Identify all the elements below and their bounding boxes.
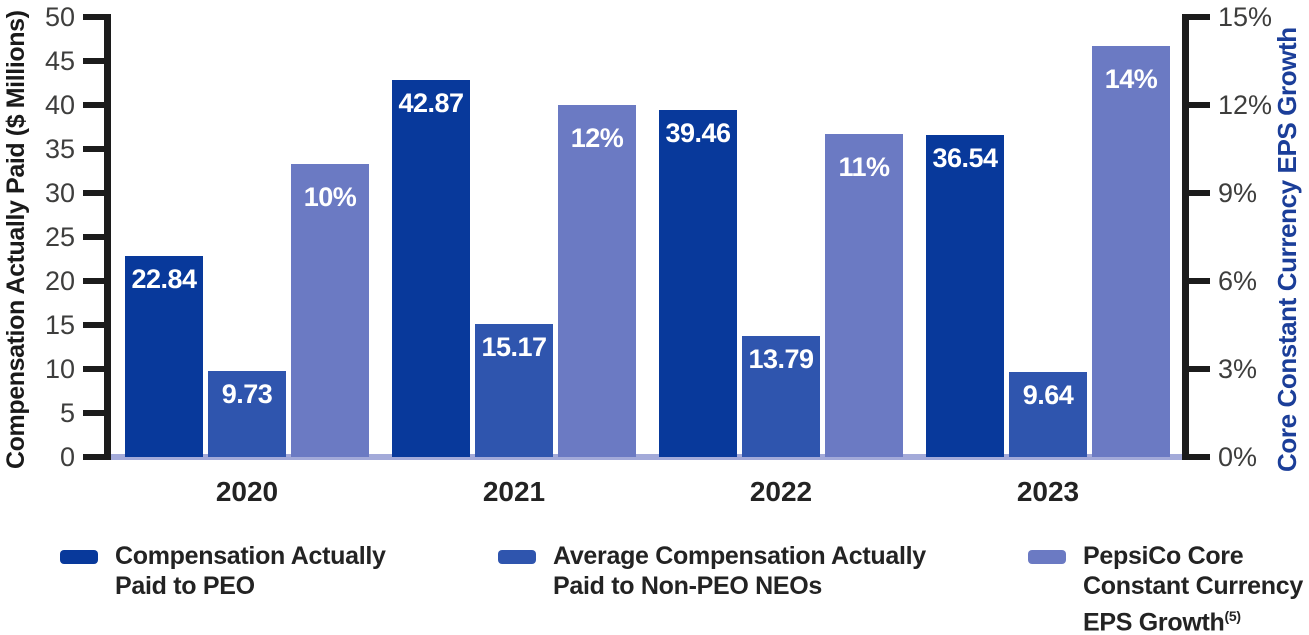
x-axis-category-label: 2023 (1016, 476, 1080, 507)
legend-swatch (1028, 550, 1066, 564)
left-axis-tick-label: 15 (44, 310, 75, 340)
legend-item: PepsiCo Core Constant Currency EPS Growth(… (1028, 541, 1303, 635)
legend-item: Compensation Actually Paid to PEO (60, 541, 386, 601)
bar: 10% (291, 163, 369, 457)
bar-value-label: 36.54 (932, 143, 998, 174)
left-axis-tick-label: 20 (44, 266, 75, 296)
right-axis-tick (1186, 454, 1210, 460)
legend-footnote-superscript: (5) (1224, 608, 1241, 624)
right-axis-tick-label: 6% (1218, 266, 1258, 296)
left-axis-tick-label: 30 (44, 178, 75, 208)
bar: 9.73 (208, 371, 286, 457)
left-axis-tick-label: 5 (59, 398, 75, 428)
left-axis-tick (83, 58, 107, 64)
left-axis-tick (83, 366, 107, 372)
left-axis-tick-label: 50 (44, 2, 75, 32)
right-axis-tick-label: 3% (1218, 354, 1258, 384)
right-axis-tick-label: 0% (1218, 442, 1258, 472)
bar: 42.87 (392, 79, 470, 457)
legend: Compensation Actually Paid to PEO Average … (0, 541, 1309, 635)
left-axis-tick-label: 35 (44, 134, 75, 164)
left-axis-tick (83, 146, 107, 152)
right-axis-tick (1186, 366, 1210, 372)
left-axis-tick-label: 40 (44, 90, 75, 120)
right-axis-tick-label: 9% (1218, 178, 1258, 208)
right-axis-title: Core Constant Currency EPS Growth (1272, 27, 1302, 473)
left-axis-tick-label: 0 (59, 442, 75, 472)
bar: 14% (1092, 46, 1170, 457)
bar-value-label: 22.84 (131, 264, 197, 294)
x-baseline (108, 454, 1185, 460)
left-axis-tick (83, 454, 107, 460)
bar: 9.64 (1009, 372, 1087, 457)
bar: 11% (825, 134, 903, 457)
legend-item: Average Compensation Actually Paid to Non… (498, 541, 926, 601)
x-axis-category-label: 2021 (482, 476, 546, 507)
right-axis-tick (1186, 278, 1210, 284)
left-axis-tick (83, 410, 107, 416)
legend-swatch (60, 550, 98, 564)
bar: 36.54 (926, 135, 1004, 457)
legend-swatch (498, 550, 536, 564)
bar-value-label: 14% (1104, 64, 1158, 95)
bar: 15.17 (475, 323, 553, 457)
bar: 22.84 (125, 256, 203, 457)
bar-value-label: 9.64 (1022, 380, 1074, 411)
bar: 13.79 (742, 335, 820, 457)
right-axis-tick-label: 12% (1218, 90, 1273, 120)
bar-value-label: 15.17 (481, 331, 547, 362)
right-axis-tick-label: 15% (1218, 2, 1273, 32)
bar-value-label: 10% (303, 181, 357, 212)
bar-value-label: 12% (570, 123, 624, 153)
right-axis-line (1182, 14, 1189, 460)
bar-value-label: 42.87 (398, 87, 464, 118)
left-axis-tick-label: 25 (44, 222, 75, 252)
left-axis-tick (83, 190, 107, 196)
right-axis-tick (1186, 14, 1210, 20)
legend-item-label: Compensation Actually Paid to PEO (115, 542, 386, 600)
bar-value-label: 11% (838, 152, 890, 183)
bar-value-label: 9.73 (221, 379, 273, 410)
legend-item-label: Average Compensation Actually Paid to Non… (553, 542, 926, 600)
bar-value-label: 13.79 (748, 343, 814, 374)
right-axis-tick (1186, 190, 1210, 196)
left-axis-tick (83, 102, 107, 108)
left-axis-tick-label: 10 (44, 354, 75, 384)
bar-value-label: 39.46 (665, 117, 731, 148)
x-axis-category-label: 2022 (749, 476, 813, 507)
left-axis-tick-label: 45 (44, 46, 75, 76)
x-axis-category-label: 2020 (215, 476, 279, 507)
left-axis-tick (83, 14, 107, 20)
legend-item-label: PepsiCo Core Constant Currency EPS Growth(… (1083, 542, 1303, 635)
bar: 12% (558, 105, 636, 457)
right-axis-tick (1186, 102, 1210, 108)
left-axis-tick (83, 278, 107, 284)
bar: 39.46 (659, 109, 737, 457)
left-axis-tick (83, 322, 107, 328)
left-axis-line (104, 14, 111, 460)
left-axis-tick (83, 234, 107, 240)
